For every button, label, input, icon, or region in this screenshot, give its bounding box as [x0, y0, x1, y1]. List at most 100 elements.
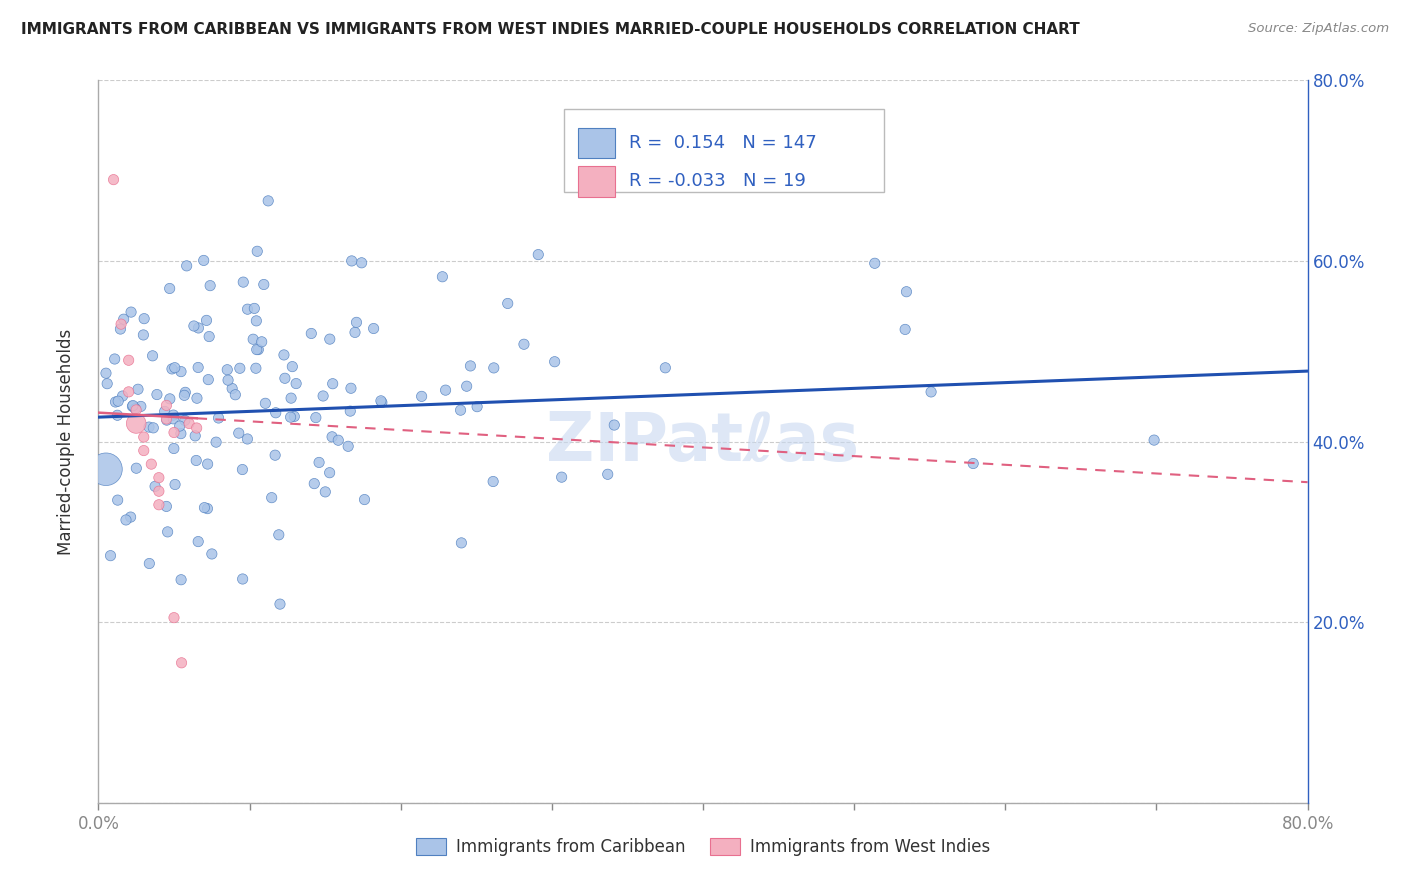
Point [176, 259, 198, 273]
Text: Source: ZipAtlas.com: Source: ZipAtlas.com [1249, 22, 1389, 36]
Point [120, 510, 142, 524]
Point [232, 275, 254, 289]
Point [187, 534, 209, 549]
Point [155, 398, 177, 412]
Point [159, 392, 181, 406]
Point [527, 247, 550, 261]
Point [217, 363, 239, 377]
Point [346, 315, 368, 329]
Point [264, 406, 287, 420]
Point [187, 321, 209, 335]
Point [197, 457, 219, 471]
Text: R =  0.154   N = 147: R = 0.154 N = 147 [630, 135, 817, 153]
Point [232, 572, 254, 586]
Point [159, 281, 181, 295]
Point [112, 312, 135, 326]
Point [254, 396, 277, 410]
Point [132, 328, 155, 343]
Point [318, 466, 340, 480]
Point [173, 388, 195, 402]
Point [125, 403, 148, 417]
Point [654, 360, 676, 375]
Point [148, 498, 170, 512]
Bar [578, 128, 614, 159]
Point [596, 467, 619, 482]
Point [118, 353, 141, 368]
Point [319, 332, 342, 346]
Point [543, 355, 565, 369]
Point [228, 426, 250, 441]
Point [160, 362, 183, 376]
Point [142, 349, 165, 363]
Point [224, 388, 246, 402]
Point [163, 360, 186, 375]
Point [308, 455, 330, 469]
Point [193, 500, 215, 515]
Point [142, 421, 165, 435]
Point [174, 385, 197, 400]
Point [205, 435, 228, 450]
Point [1143, 433, 1166, 447]
Point [138, 557, 160, 571]
Point [321, 430, 343, 444]
Point [193, 253, 215, 268]
Point [141, 457, 163, 471]
Point [274, 371, 297, 385]
Point [148, 484, 170, 499]
Point [246, 343, 269, 357]
Point [186, 421, 208, 435]
Point [198, 329, 221, 343]
Point [353, 492, 375, 507]
Point [187, 360, 209, 375]
Point [246, 244, 269, 259]
Legend: Immigrants from Caribbean, Immigrants from West Indies: Immigrants from Caribbean, Immigrants fr… [409, 831, 997, 863]
Point [155, 500, 177, 514]
Point [496, 296, 519, 310]
Point [104, 351, 127, 366]
Point [146, 387, 169, 401]
Point [186, 453, 208, 467]
Point [411, 389, 433, 403]
Point [314, 484, 336, 499]
Point [138, 420, 160, 434]
Point [273, 348, 295, 362]
Point [340, 254, 363, 268]
Point [305, 410, 328, 425]
Point [280, 410, 302, 425]
Point [162, 408, 184, 422]
Point [134, 311, 156, 326]
Point [231, 462, 253, 476]
Point [603, 418, 626, 433]
Point [299, 326, 322, 341]
Point [163, 442, 186, 456]
Bar [578, 166, 614, 196]
Point [125, 417, 148, 431]
Point [242, 332, 264, 346]
Point [201, 547, 224, 561]
Point [243, 301, 266, 316]
Point [103, 172, 125, 186]
Point [269, 597, 291, 611]
Point [340, 381, 363, 395]
FancyBboxPatch shape [564, 109, 884, 193]
Point [111, 389, 134, 403]
Point [156, 524, 179, 539]
Point [264, 448, 287, 462]
Point [125, 461, 148, 475]
Point [250, 334, 273, 349]
Point [465, 400, 488, 414]
Point [322, 376, 344, 391]
Point [94, 366, 117, 380]
Point [127, 382, 149, 396]
Point [110, 322, 132, 336]
Point [195, 313, 218, 327]
Point [896, 285, 918, 299]
Point [456, 379, 478, 393]
Point [184, 429, 207, 443]
Point [198, 278, 221, 293]
Point [450, 536, 472, 550]
Point [245, 361, 267, 376]
Point [163, 610, 186, 624]
Point [285, 376, 308, 391]
Point [170, 365, 193, 379]
